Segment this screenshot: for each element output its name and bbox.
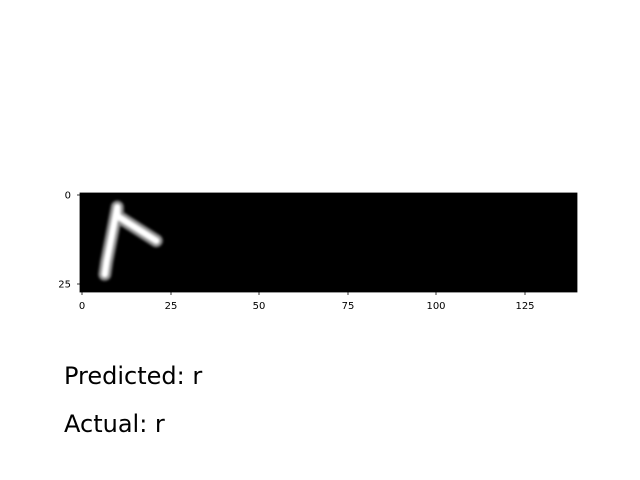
x-tick-label-125: 125 bbox=[515, 301, 534, 312]
x-axis: 0 25 50 75 100 125 bbox=[79, 292, 535, 312]
x-tick-label-25: 25 bbox=[165, 301, 178, 312]
predicted-label: Predicted: r bbox=[64, 362, 203, 390]
x-tick-label-50: 50 bbox=[253, 301, 266, 312]
handwritten-stroke bbox=[101, 203, 160, 278]
y-tick-label-25: 25 bbox=[58, 280, 71, 291]
image-frame bbox=[79, 192, 578, 293]
y-axis: 0 25 bbox=[58, 191, 80, 291]
image-background bbox=[80, 193, 577, 292]
y-tick-label-0: 0 bbox=[65, 191, 71, 202]
x-tick-label-0: 0 bbox=[79, 301, 85, 312]
actual-label: Actual: r bbox=[64, 410, 165, 438]
x-tick-label-75: 75 bbox=[342, 301, 355, 312]
image-panel bbox=[79, 192, 578, 293]
x-tick-label-100: 100 bbox=[426, 301, 445, 312]
